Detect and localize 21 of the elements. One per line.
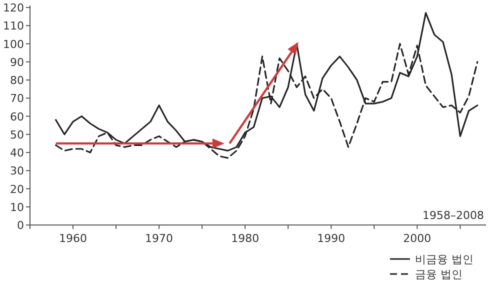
y-tick-label: 80	[10, 74, 24, 87]
y-tick-label: 20	[10, 182, 24, 196]
y-tick-label: 110	[3, 20, 24, 33]
x-tick-label: 1970	[145, 232, 174, 245]
y-tick-label: 100	[3, 38, 24, 51]
x-tick-label: 1960	[59, 232, 88, 245]
legend-label: 비금융 법인	[415, 253, 474, 266]
y-tick-label: 70	[10, 92, 24, 106]
y-tick-label: 90	[10, 56, 24, 69]
x-tick-label: 1990	[317, 232, 346, 245]
y-tick-label: 120	[3, 2, 24, 14]
y-tick-label: 0	[17, 219, 24, 232]
y-tick-label: 60	[10, 110, 24, 124]
annotation: 1958–2008	[422, 209, 484, 222]
legend-label: 금융 법인	[415, 268, 462, 281]
y-tick-label: 50	[10, 128, 24, 142]
y-tick-label: 40	[10, 146, 24, 160]
y-tick-label: 30	[10, 164, 24, 178]
y-tick-label: 10	[10, 200, 24, 214]
x-tick-label: 2000	[403, 232, 432, 245]
x-tick-label: 1980	[231, 232, 260, 245]
